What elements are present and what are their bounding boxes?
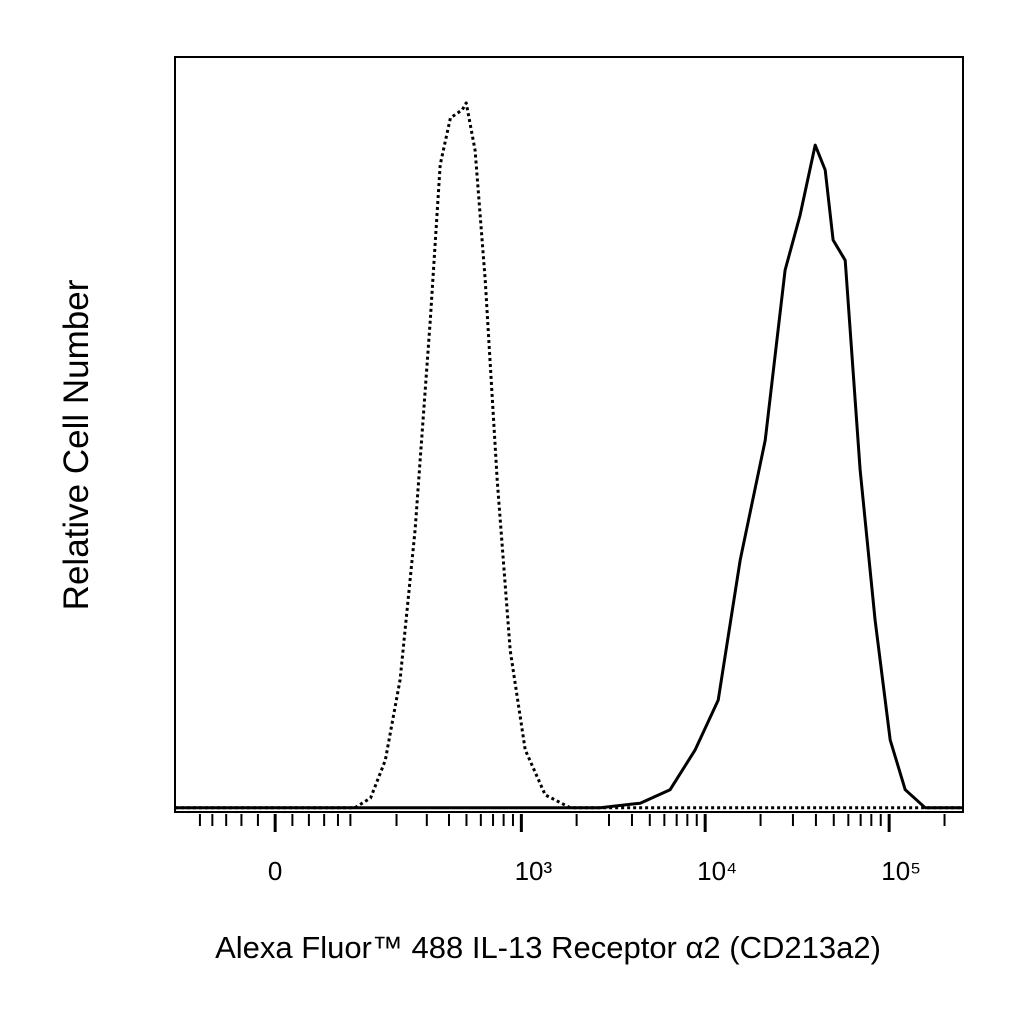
x-tick-label: 10⁴	[697, 856, 737, 886]
x-axis-title: Alexa Fluor™ 488 IL-13 Receptor α2 (CD21…	[215, 930, 881, 965]
x-tick-label: 10³	[515, 856, 553, 886]
histogram-line	[175, 101, 963, 810]
x-tick-label: 10⁵	[881, 856, 921, 886]
histogram-line	[175, 143, 963, 810]
y-axis-title: Relative Cell Number	[57, 279, 96, 610]
x-tick-label: 0	[268, 856, 282, 886]
plot-frame	[174, 56, 964, 813]
